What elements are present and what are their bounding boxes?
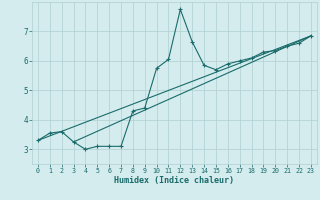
X-axis label: Humidex (Indice chaleur): Humidex (Indice chaleur) [115, 176, 234, 185]
